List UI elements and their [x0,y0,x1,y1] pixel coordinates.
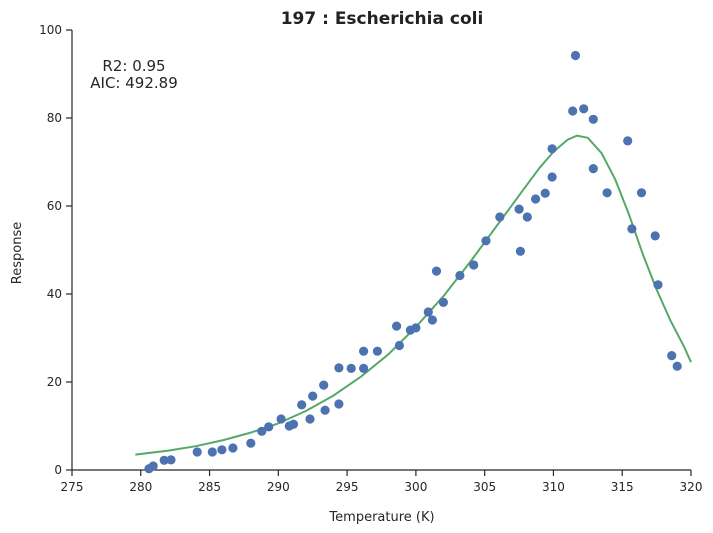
data-point [276,414,286,424]
data-point [514,204,524,214]
data-point [515,246,526,256]
x-tick-label: 290 [267,480,290,494]
data-point [394,340,404,351]
data-point [228,443,238,453]
data-point [257,426,267,436]
chart-title: 197 : Escherichia coli [281,9,484,29]
y-tick-label: 80 [47,111,62,125]
y-tick-label: 60 [47,199,62,213]
data-point [166,455,176,465]
data-point [667,351,677,361]
y-tick-label: 20 [47,375,62,389]
data-point [469,260,479,270]
data-point [423,307,433,317]
data-point [602,188,612,198]
data-point [359,363,369,373]
data-point [623,136,633,146]
data-point [207,447,217,457]
data-point [653,280,663,290]
x-tick-label: 310 [542,480,565,494]
data-point [192,447,202,457]
data-point [319,380,329,390]
data-point [531,194,541,204]
x-tick-label: 285 [198,480,221,494]
y-axis-label: Response [10,222,25,284]
data-point [148,461,158,471]
data-point [264,422,274,432]
data-point [359,346,369,356]
y-tick-label: 100 [39,23,62,37]
data-point [246,438,256,448]
data-point [159,455,169,465]
data-point [495,212,505,222]
data-point [650,231,660,241]
data-point [334,399,344,409]
data-point [627,224,637,234]
data-point [217,445,227,455]
x-axis-label: Temperature (K) [328,510,434,525]
x-tick-label: 280 [129,480,152,494]
y-tick-label: 40 [47,287,62,301]
data-point [588,164,598,174]
data-point [411,323,421,333]
y-tick-label: 0 [54,463,62,477]
data-point [522,212,532,222]
y-ticks: 0 20 40 60 80 100 [39,23,72,477]
aic-annotation: AIC: 492.89 [90,74,177,92]
x-tick-label: 315 [611,480,634,494]
data-point [455,270,465,281]
axes [71,30,691,471]
fit-curve-layer [135,134,692,456]
data-point [672,361,682,371]
data-point [320,405,330,415]
x-tick-label: 275 [61,480,84,494]
data-point [547,144,557,154]
data-point [540,188,550,198]
data-point [334,363,344,373]
x-ticks: 275 280 285 290 295 300 305 310 315 320 [61,470,703,494]
x-tick-label: 305 [473,480,496,494]
data-point [392,321,402,331]
data-point [431,266,442,276]
data-point [438,297,448,307]
data-point [636,188,647,198]
x-tick-label: 300 [404,480,427,494]
data-point [308,391,318,401]
x-tick-label: 320 [680,480,703,494]
x-tick-label: 295 [336,480,359,494]
data-points-layer [144,50,682,474]
data-point [588,114,598,124]
data-point [570,50,581,61]
fit-curve [135,134,692,456]
data-point [427,315,437,325]
data-point [579,104,589,114]
data-point [568,106,578,116]
data-point [305,414,315,424]
data-point [288,419,299,429]
data-point [372,346,382,356]
data-point [481,236,491,246]
r2-annotation: R2: 0.95 [102,57,165,75]
data-point [547,172,557,182]
data-point [297,400,307,410]
data-point [346,363,356,373]
